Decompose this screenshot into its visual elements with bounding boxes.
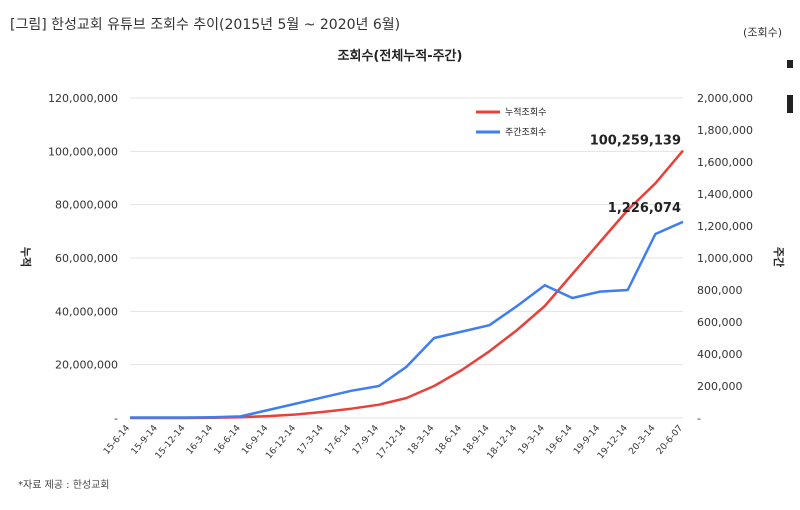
left-axis: - 20,000,000 40,000,000 60,000,000 80,000,00… — [48, 92, 118, 425]
legend-label: 주간조회수 — [505, 127, 546, 138]
right-tick-label: 1,000,000 — [697, 252, 753, 265]
right-tick-label: 1,600,000 — [697, 156, 753, 169]
x-tick-label: 18-6-14 — [434, 423, 464, 457]
left-tick-label: 20,000,000 — [55, 359, 118, 372]
left-tick-label: 120,000,000 — [48, 92, 118, 105]
right-tick-label: - — [697, 412, 701, 425]
left-tick-label: 100,000,000 — [48, 145, 118, 158]
x-axis: 15-6-1415-9-1415-12-1416-3-1416-6-1416-9… — [102, 423, 685, 461]
x-tick-label: 16-3-14 — [185, 423, 215, 457]
x-tick-label: 17-6-14 — [323, 423, 353, 457]
right-tick-label: 200,000 — [697, 380, 743, 393]
right-tick-label: 1,400,000 — [697, 188, 753, 201]
annotations: 100,259,139 1,226,074 — [590, 134, 681, 216]
chart-title: 조회수(전체누적-주간) — [338, 48, 463, 64]
right-tick-label: 1,200,000 — [697, 220, 753, 233]
x-tick-label: 19-3-14 — [517, 423, 547, 457]
edge-mark-bottom — [787, 95, 793, 113]
x-tick-label: 18-3-14 — [406, 423, 436, 457]
x-tick-label: 20-6-07 — [655, 424, 685, 457]
series-line-weekly — [130, 220, 684, 419]
left-tick-label: 60,000,000 — [55, 252, 118, 265]
x-tick-label: 16-6-14 — [213, 423, 243, 457]
series-lines — [130, 149, 684, 420]
edge-mark-top — [787, 60, 793, 68]
x-tick-label: 19-6-14 — [544, 423, 574, 457]
left-axis-label: 누적 — [19, 247, 33, 267]
left-tick-label: 40,000,000 — [55, 305, 118, 318]
unit-note: (조회수) — [743, 26, 782, 39]
series-line-cumulative — [130, 149, 684, 420]
value-annotation: 1,226,074 — [608, 201, 681, 216]
right-axis-label: 주간 — [772, 247, 786, 267]
left-tick-label: - — [114, 412, 118, 425]
right-tick-label: 600,000 — [697, 316, 743, 329]
right-axis: - 200,000 400,000 600,000 800,000 1,000,000 1,… — [697, 92, 753, 425]
x-tick-label: 15-6-14 — [102, 423, 132, 457]
x-tick-label: 17-3-14 — [296, 423, 326, 457]
right-tick-label: 400,000 — [697, 348, 743, 361]
right-tick-label: 2,000,000 — [697, 92, 753, 105]
left-tick-label: 80,000,000 — [55, 199, 118, 212]
x-tick-label: 20-3-14 — [627, 423, 657, 457]
value-annotation: 100,259,139 — [590, 134, 681, 149]
right-tick-label: 1,800,000 — [697, 124, 753, 137]
source-note: *자료 제공 : 한성교회 — [18, 480, 110, 491]
legend-label: 누적조회수 — [505, 106, 546, 118]
right-tick-label: 800,000 — [697, 284, 743, 297]
figure-caption: [그림] 한성교회 유튜브 조회수 추이(2015년 5월 ~ 2020년 6월… — [10, 17, 401, 33]
